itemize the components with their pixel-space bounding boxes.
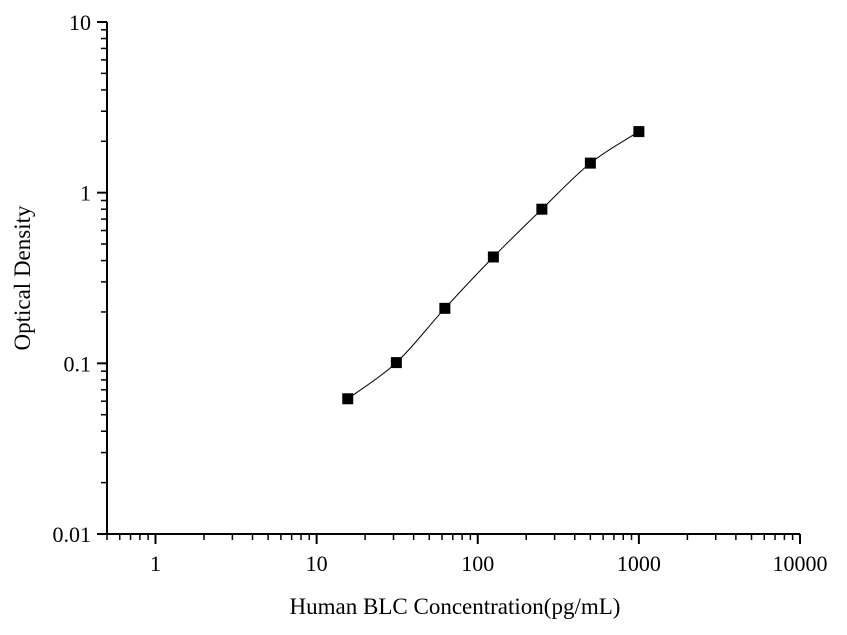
x-tick-label: 1: [150, 551, 161, 576]
x-tick-label: 100: [461, 551, 494, 576]
x-tick-label: 1000: [617, 551, 661, 576]
data-points: [342, 126, 645, 405]
data-point: [439, 302, 451, 314]
y-tick-label: 0.01: [53, 522, 92, 547]
data-point: [342, 393, 354, 405]
data-point: [536, 203, 548, 215]
x-tick-label: 10000: [773, 551, 828, 576]
y-tick-label: 0.1: [64, 351, 92, 376]
y-axis-title: Optical Density: [10, 205, 35, 350]
axes: [106, 22, 800, 535]
y-tick-label: 1: [80, 181, 91, 206]
y-tick-label: 10: [69, 10, 91, 35]
ticks: [97, 21, 801, 544]
data-point: [390, 357, 402, 369]
data-point: [487, 251, 499, 263]
x-tick-label: 10: [306, 551, 328, 576]
x-axis-title: Human BLC Concentration(pg/mL): [290, 594, 621, 619]
data-point: [633, 126, 645, 138]
tick-labels: 1 10 100 1000 10000 0.01 0.1 1 10: [53, 10, 828, 576]
data-point: [584, 157, 596, 169]
